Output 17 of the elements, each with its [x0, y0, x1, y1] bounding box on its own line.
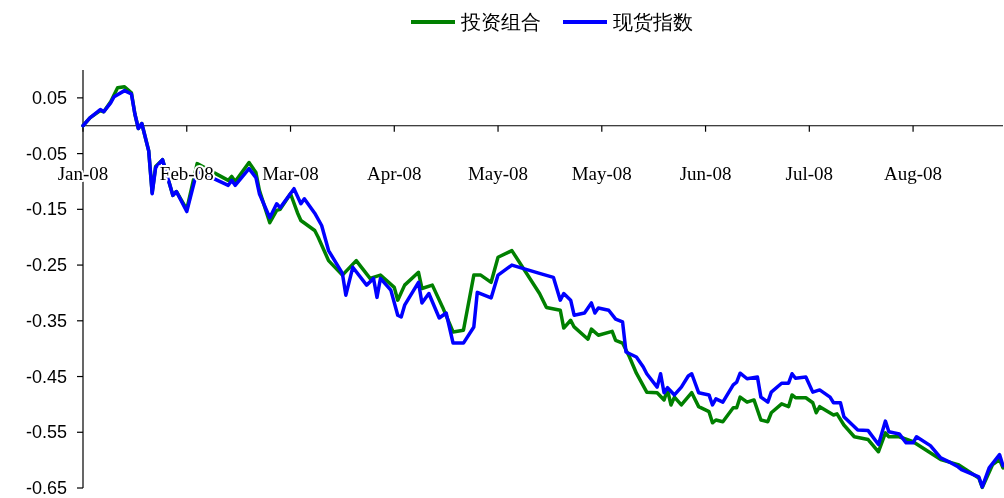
- legend-label: 现货指数: [613, 11, 693, 33]
- x-tick-label: Mar-08: [262, 162, 319, 184]
- x-tick-label: Jul-08: [785, 162, 834, 184]
- legend-label: 投资组合: [460, 11, 541, 33]
- x-tick-label: Apr-08: [367, 162, 422, 184]
- y-tick-label: -0.55: [25, 422, 67, 443]
- x-tick-label: May-08: [571, 162, 632, 184]
- x-tick-label: May-08: [467, 162, 529, 184]
- y-tick-label: -0.05: [25, 143, 67, 164]
- y-tick-label: -0.25: [25, 255, 67, 276]
- y-tick-label: -0.65: [25, 478, 67, 498]
- y-tick-label: -0.15: [25, 199, 67, 220]
- x-tick-label: Jun-08: [679, 162, 732, 184]
- y-tick-label: -0.35: [25, 310, 67, 331]
- y-tick-label: -0.45: [25, 366, 67, 387]
- y-tick-label: 0.05: [31, 87, 67, 108]
- x-tick-label: Aug-08: [884, 162, 943, 184]
